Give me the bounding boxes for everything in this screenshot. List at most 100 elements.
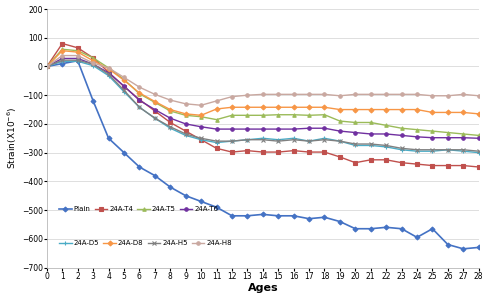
24A-T5 bbox=[183, 114, 188, 117]
24A-D5 bbox=[352, 144, 358, 147]
24A-D8 bbox=[413, 108, 419, 111]
24A-H8 bbox=[367, 93, 373, 96]
24A-D5 bbox=[198, 138, 203, 141]
24A-H5 bbox=[290, 138, 296, 141]
24A-D5 bbox=[136, 106, 142, 109]
Line: 24A-H5: 24A-H5 bbox=[45, 58, 480, 153]
24A-H8 bbox=[59, 54, 65, 57]
24A-T6 bbox=[244, 127, 250, 131]
Plain bbox=[290, 214, 296, 218]
Line: Plain: Plain bbox=[45, 59, 479, 251]
24A-T6 bbox=[428, 136, 434, 140]
24A-D5 bbox=[213, 141, 219, 144]
24A-H5 bbox=[244, 138, 250, 141]
24A-T6 bbox=[336, 129, 342, 133]
24A-T6 bbox=[383, 132, 388, 136]
24A-H5 bbox=[183, 132, 188, 136]
24A-T4 bbox=[290, 149, 296, 152]
24A-T6 bbox=[413, 135, 419, 139]
24A-D8 bbox=[428, 111, 434, 114]
24A-H5 bbox=[152, 116, 158, 120]
24A-H8 bbox=[321, 93, 327, 96]
24A-H8 bbox=[121, 76, 127, 79]
24A-D8 bbox=[367, 108, 373, 111]
24A-T6 bbox=[275, 127, 281, 131]
Plain bbox=[105, 136, 111, 140]
Plain bbox=[259, 213, 265, 216]
24A-T5 bbox=[459, 132, 465, 136]
24A-H5 bbox=[444, 148, 450, 152]
Plain bbox=[475, 245, 481, 249]
24A-T5 bbox=[305, 114, 311, 117]
24A-D5 bbox=[167, 126, 173, 130]
24A-T6 bbox=[459, 136, 465, 140]
24A-H5 bbox=[428, 148, 434, 152]
Plain bbox=[336, 220, 342, 223]
24A-T5 bbox=[152, 100, 158, 104]
24A-D5 bbox=[305, 139, 311, 143]
24A-T6 bbox=[59, 57, 65, 60]
24A-H5 bbox=[413, 148, 419, 152]
24A-D5 bbox=[290, 136, 296, 140]
24A-T4 bbox=[198, 138, 203, 141]
24A-T5 bbox=[321, 113, 327, 117]
24A-D8 bbox=[44, 65, 50, 68]
24A-T5 bbox=[244, 114, 250, 117]
24A-T6 bbox=[305, 126, 311, 130]
Plain bbox=[152, 174, 158, 177]
Plain bbox=[167, 185, 173, 189]
24A-H5 bbox=[275, 139, 281, 143]
24A-H8 bbox=[428, 94, 434, 97]
24A-D5 bbox=[121, 90, 127, 94]
24A-T4 bbox=[136, 98, 142, 101]
24A-H8 bbox=[213, 99, 219, 103]
24A-T5 bbox=[75, 49, 81, 53]
24A-T5 bbox=[259, 114, 265, 117]
24A-D8 bbox=[105, 67, 111, 71]
24A-H5 bbox=[75, 58, 81, 62]
24A-T6 bbox=[398, 134, 404, 137]
24A-H8 bbox=[398, 93, 404, 96]
24A-H8 bbox=[44, 65, 50, 68]
24A-T4 bbox=[167, 121, 173, 124]
24A-T4 bbox=[75, 46, 81, 50]
Plain bbox=[183, 194, 188, 198]
24A-H5 bbox=[228, 139, 234, 143]
24A-T6 bbox=[44, 65, 50, 68]
24A-H5 bbox=[121, 89, 127, 92]
Plain bbox=[90, 99, 96, 103]
24A-H8 bbox=[259, 93, 265, 96]
24A-H5 bbox=[167, 125, 173, 129]
Plain bbox=[59, 62, 65, 65]
24A-D5 bbox=[44, 65, 50, 68]
Line: 24A-H8: 24A-H8 bbox=[45, 54, 479, 107]
Plain bbox=[228, 214, 234, 218]
24A-H5 bbox=[398, 147, 404, 150]
24A-H5 bbox=[59, 58, 65, 62]
24A-D8 bbox=[305, 106, 311, 109]
24A-T4 bbox=[444, 164, 450, 167]
24A-H8 bbox=[383, 93, 388, 96]
24A-H5 bbox=[44, 65, 50, 68]
24A-T6 bbox=[367, 132, 373, 136]
24A-T4 bbox=[105, 71, 111, 74]
24A-H5 bbox=[259, 138, 265, 141]
24A-H5 bbox=[136, 106, 142, 109]
24A-D5 bbox=[152, 116, 158, 120]
24A-T6 bbox=[136, 99, 142, 102]
24A-H5 bbox=[459, 148, 465, 152]
24A-T6 bbox=[475, 136, 481, 140]
24A-D5 bbox=[228, 139, 234, 143]
Plain bbox=[244, 214, 250, 218]
24A-T5 bbox=[44, 65, 50, 68]
24A-D5 bbox=[459, 150, 465, 153]
24A-T4 bbox=[259, 150, 265, 154]
24A-H5 bbox=[367, 142, 373, 146]
Plain bbox=[444, 243, 450, 246]
24A-T5 bbox=[398, 126, 404, 130]
24A-T6 bbox=[183, 122, 188, 126]
24A-T6 bbox=[75, 57, 81, 60]
Plain bbox=[398, 227, 404, 231]
24A-T5 bbox=[475, 134, 481, 137]
24A-T4 bbox=[59, 42, 65, 45]
